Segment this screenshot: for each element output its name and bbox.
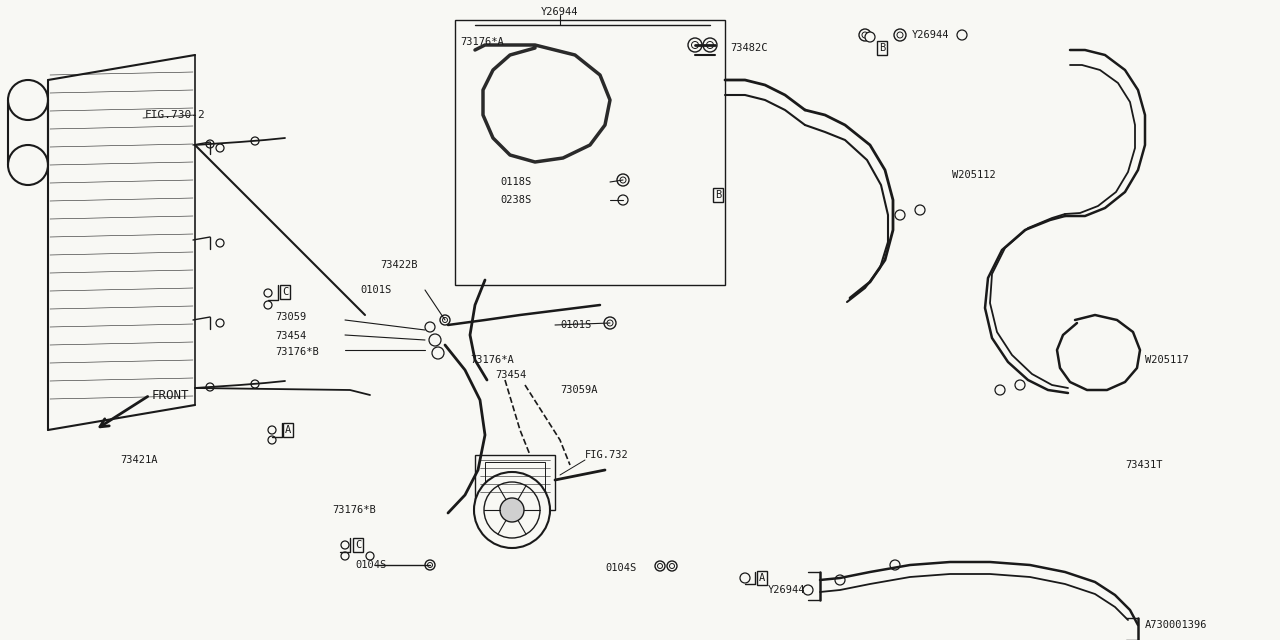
Circle shape (340, 541, 349, 549)
Text: 73176*A: 73176*A (470, 355, 513, 365)
Circle shape (890, 560, 900, 570)
Circle shape (429, 334, 442, 346)
Circle shape (206, 140, 214, 148)
Circle shape (893, 29, 906, 41)
Text: A: A (759, 573, 765, 583)
Text: 0118S: 0118S (500, 177, 531, 187)
Circle shape (1015, 380, 1025, 390)
Text: C: C (355, 540, 361, 550)
Circle shape (740, 573, 750, 583)
Bar (485, 462, 545, 502)
Circle shape (425, 560, 435, 570)
Circle shape (251, 380, 259, 388)
Circle shape (895, 210, 905, 220)
Circle shape (264, 289, 273, 297)
Circle shape (500, 498, 524, 522)
Circle shape (995, 385, 1005, 395)
Circle shape (655, 561, 666, 571)
Text: FRONT: FRONT (152, 388, 189, 401)
Circle shape (216, 239, 224, 247)
Circle shape (915, 205, 925, 215)
Circle shape (8, 80, 49, 120)
Circle shape (440, 315, 451, 325)
Text: W205117: W205117 (1146, 355, 1189, 365)
Circle shape (703, 38, 717, 52)
Text: 0101S: 0101S (360, 285, 392, 295)
Text: A730001396: A730001396 (1146, 620, 1207, 630)
Circle shape (264, 301, 273, 309)
Text: 73482C: 73482C (730, 43, 768, 53)
Circle shape (268, 436, 276, 444)
Bar (454, 20, 724, 285)
Text: 0104S: 0104S (605, 563, 636, 573)
Text: B: B (714, 190, 721, 200)
Circle shape (618, 195, 628, 205)
Circle shape (689, 38, 701, 52)
Text: Y26944: Y26944 (541, 7, 579, 17)
Text: 73176*B: 73176*B (275, 347, 319, 357)
Circle shape (340, 552, 349, 560)
Text: B: B (879, 43, 886, 53)
Circle shape (957, 30, 966, 40)
Circle shape (859, 29, 870, 41)
Text: 0104S: 0104S (355, 560, 387, 570)
Text: W205112: W205112 (952, 170, 996, 180)
Circle shape (251, 137, 259, 145)
Circle shape (617, 174, 628, 186)
Text: 73059A: 73059A (561, 385, 598, 395)
Text: Y26944: Y26944 (913, 30, 950, 40)
Bar (475, 455, 556, 510)
Circle shape (474, 472, 550, 548)
Circle shape (206, 383, 214, 391)
Circle shape (604, 317, 616, 329)
Text: FIG.730-2: FIG.730-2 (145, 110, 206, 120)
Text: FIG.732: FIG.732 (585, 450, 628, 460)
Text: 73431T: 73431T (1125, 460, 1162, 470)
Text: 73176*B: 73176*B (332, 505, 376, 515)
Circle shape (433, 347, 444, 359)
Text: 73454: 73454 (495, 370, 526, 380)
Text: 73176*A: 73176*A (460, 37, 504, 47)
Circle shape (803, 585, 813, 595)
Text: 0238S: 0238S (500, 195, 531, 205)
Text: 73421A: 73421A (120, 455, 157, 465)
Circle shape (865, 32, 876, 42)
Circle shape (425, 322, 435, 332)
Text: 0101S: 0101S (561, 320, 591, 330)
Text: C: C (282, 287, 288, 297)
Text: 73422B: 73422B (380, 260, 417, 270)
Circle shape (366, 552, 374, 560)
Text: 73454: 73454 (275, 331, 306, 341)
Circle shape (216, 319, 224, 327)
Text: A: A (285, 425, 291, 435)
Circle shape (835, 575, 845, 585)
Text: Y26944: Y26944 (768, 585, 805, 595)
Circle shape (8, 145, 49, 185)
Circle shape (268, 426, 276, 434)
Circle shape (216, 144, 224, 152)
Text: 73059: 73059 (275, 312, 306, 322)
Circle shape (667, 561, 677, 571)
